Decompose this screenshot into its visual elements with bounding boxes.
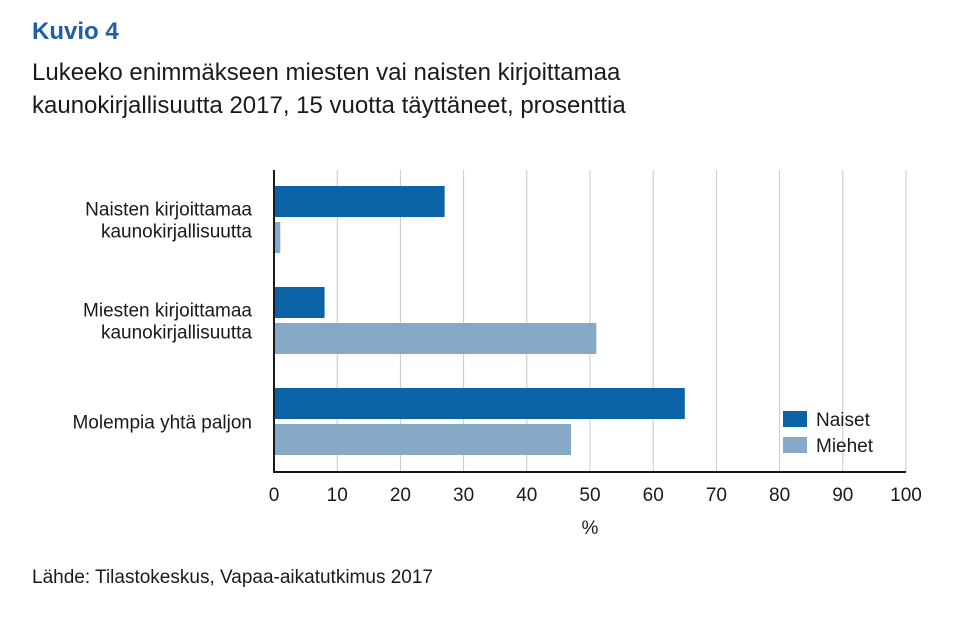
x-tick-label-100: 100 [890, 485, 922, 506]
bar-miehet-0 [274, 222, 281, 253]
source-note: Lähde: Tilastokeskus, Vapaa-aikatutkimus… [32, 567, 433, 588]
bar-naiset-1 [274, 287, 325, 318]
x-tick-label-60: 60 [643, 485, 664, 506]
x-tick-label-40: 40 [516, 485, 537, 506]
legend-swatch-naiset [783, 411, 807, 427]
bar-naiset-2 [274, 388, 685, 419]
x-tick-label-80: 80 [769, 485, 790, 506]
x-tick-label-10: 10 [327, 485, 348, 506]
bar-miehet-2 [274, 424, 572, 455]
figure-number: Kuvio 4 [32, 18, 119, 45]
chart-title-line-1: Lukeeko enimmäkseen miesten vai naisten … [32, 59, 621, 86]
x-tick-label-70: 70 [706, 485, 727, 506]
x-tick-label-90: 90 [832, 485, 853, 506]
category-label-2-line-0: Molempia yhtä paljon [72, 413, 252, 434]
x-axis-label: % [582, 518, 599, 539]
bar-naiset-0 [274, 186, 445, 217]
legend-label-miehet: Miehet [816, 436, 874, 457]
x-tick-label-0: 0 [269, 485, 280, 506]
legend-label-naiset: Naiset [816, 410, 871, 431]
category-label-1-line-0: Miesten kirjoittamaa [83, 301, 252, 322]
x-tick-label-50: 50 [579, 485, 600, 506]
x-tick-label-30: 30 [453, 485, 474, 506]
x-tick-label-20: 20 [390, 485, 411, 506]
bar-miehet-1 [274, 323, 597, 354]
category-label-1-line-1: kaunokirjallisuutta [101, 323, 252, 344]
chart-title: Lukeeko enimmäkseen miesten vai naisten … [32, 56, 626, 122]
category-label-0-line-0: Naisten kirjoittamaa [85, 200, 252, 221]
legend-swatch-miehet [783, 437, 807, 453]
category-label-0-line-1: kaunokirjallisuutta [101, 222, 252, 243]
chart-title-line-2: kaunokirjallisuutta 2017, 15 vuotta täyt… [32, 92, 626, 119]
